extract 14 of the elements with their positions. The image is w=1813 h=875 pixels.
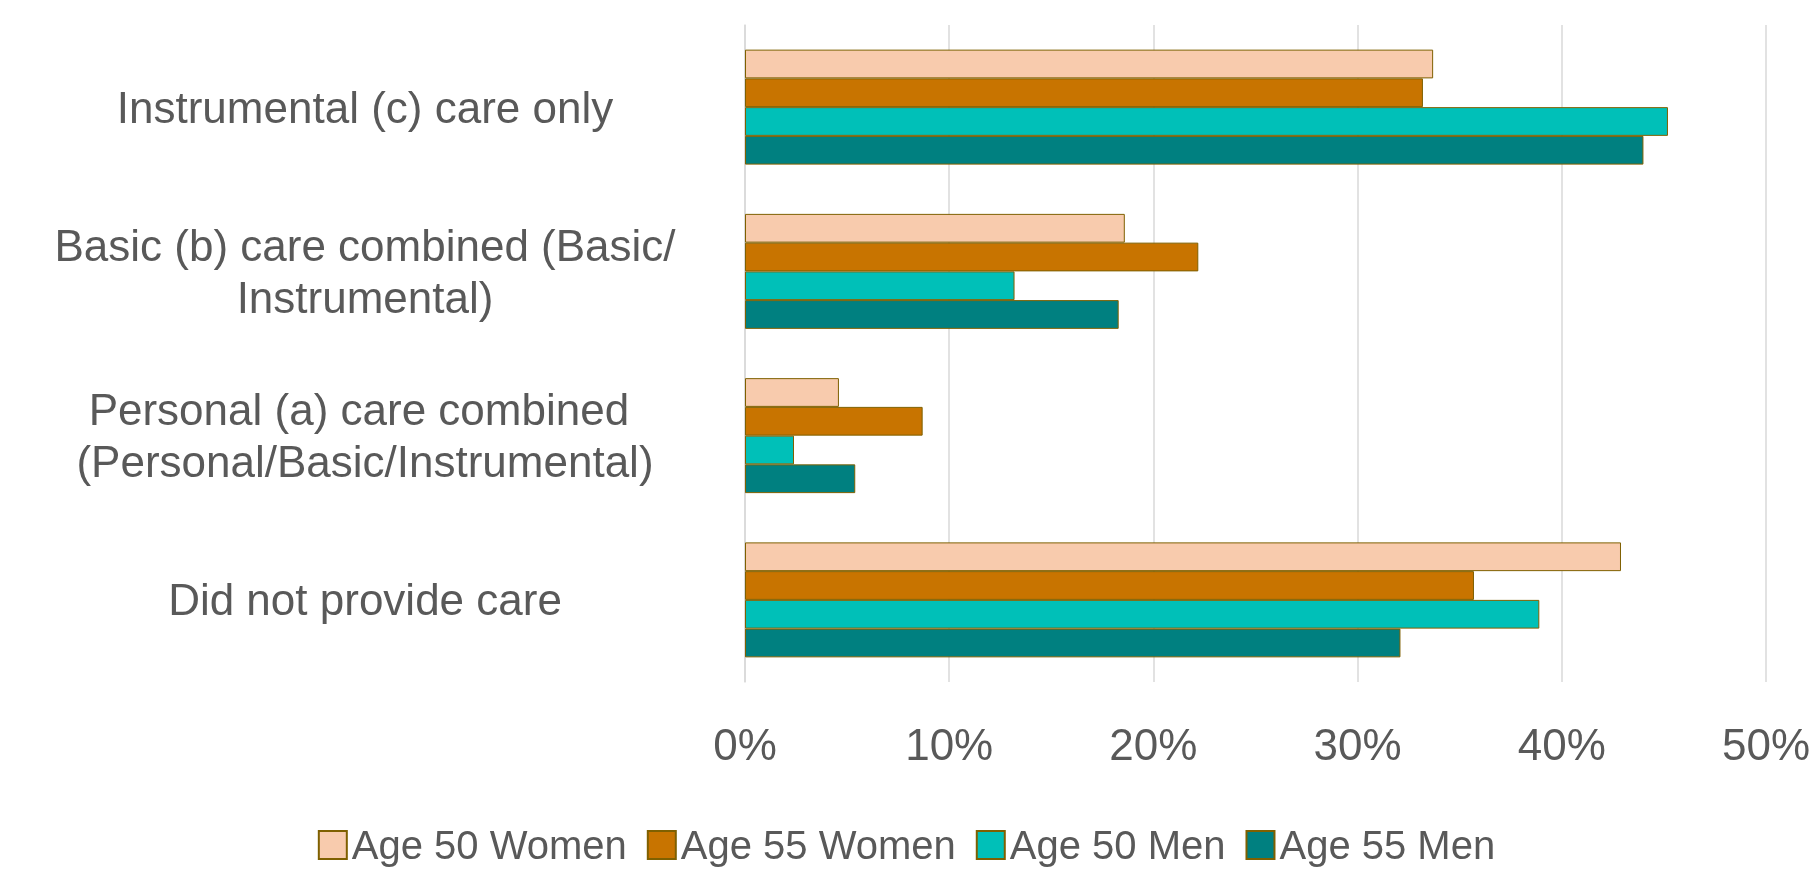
- legend-label: Age 50 Men: [1009, 823, 1226, 867]
- y-tick-label: Personal (a) care combined (Personal/Basic/Instrumental): [76, 385, 654, 487]
- x-tick-label: 20%: [1109, 719, 1198, 769]
- x-tick-label: 0%: [713, 719, 777, 769]
- legend-label: Age 50 Women: [351, 823, 627, 867]
- y-tick-label: Basic (b) care combined (Basic/Instrumental): [54, 220, 677, 322]
- y-tick-label: Did not provide care: [168, 575, 562, 625]
- legend-label: Age 55 Women: [680, 823, 956, 867]
- x-tick-label: 40%: [1517, 719, 1606, 769]
- x-tick-label: 30%: [1313, 719, 1402, 769]
- y-tick-label: Instrumental (c) care only: [116, 82, 614, 132]
- x-tick-label: 50%: [1721, 719, 1811, 769]
- x-tick-label: 10%: [905, 719, 994, 769]
- legend-label: Age 55 Men: [1279, 823, 1496, 867]
